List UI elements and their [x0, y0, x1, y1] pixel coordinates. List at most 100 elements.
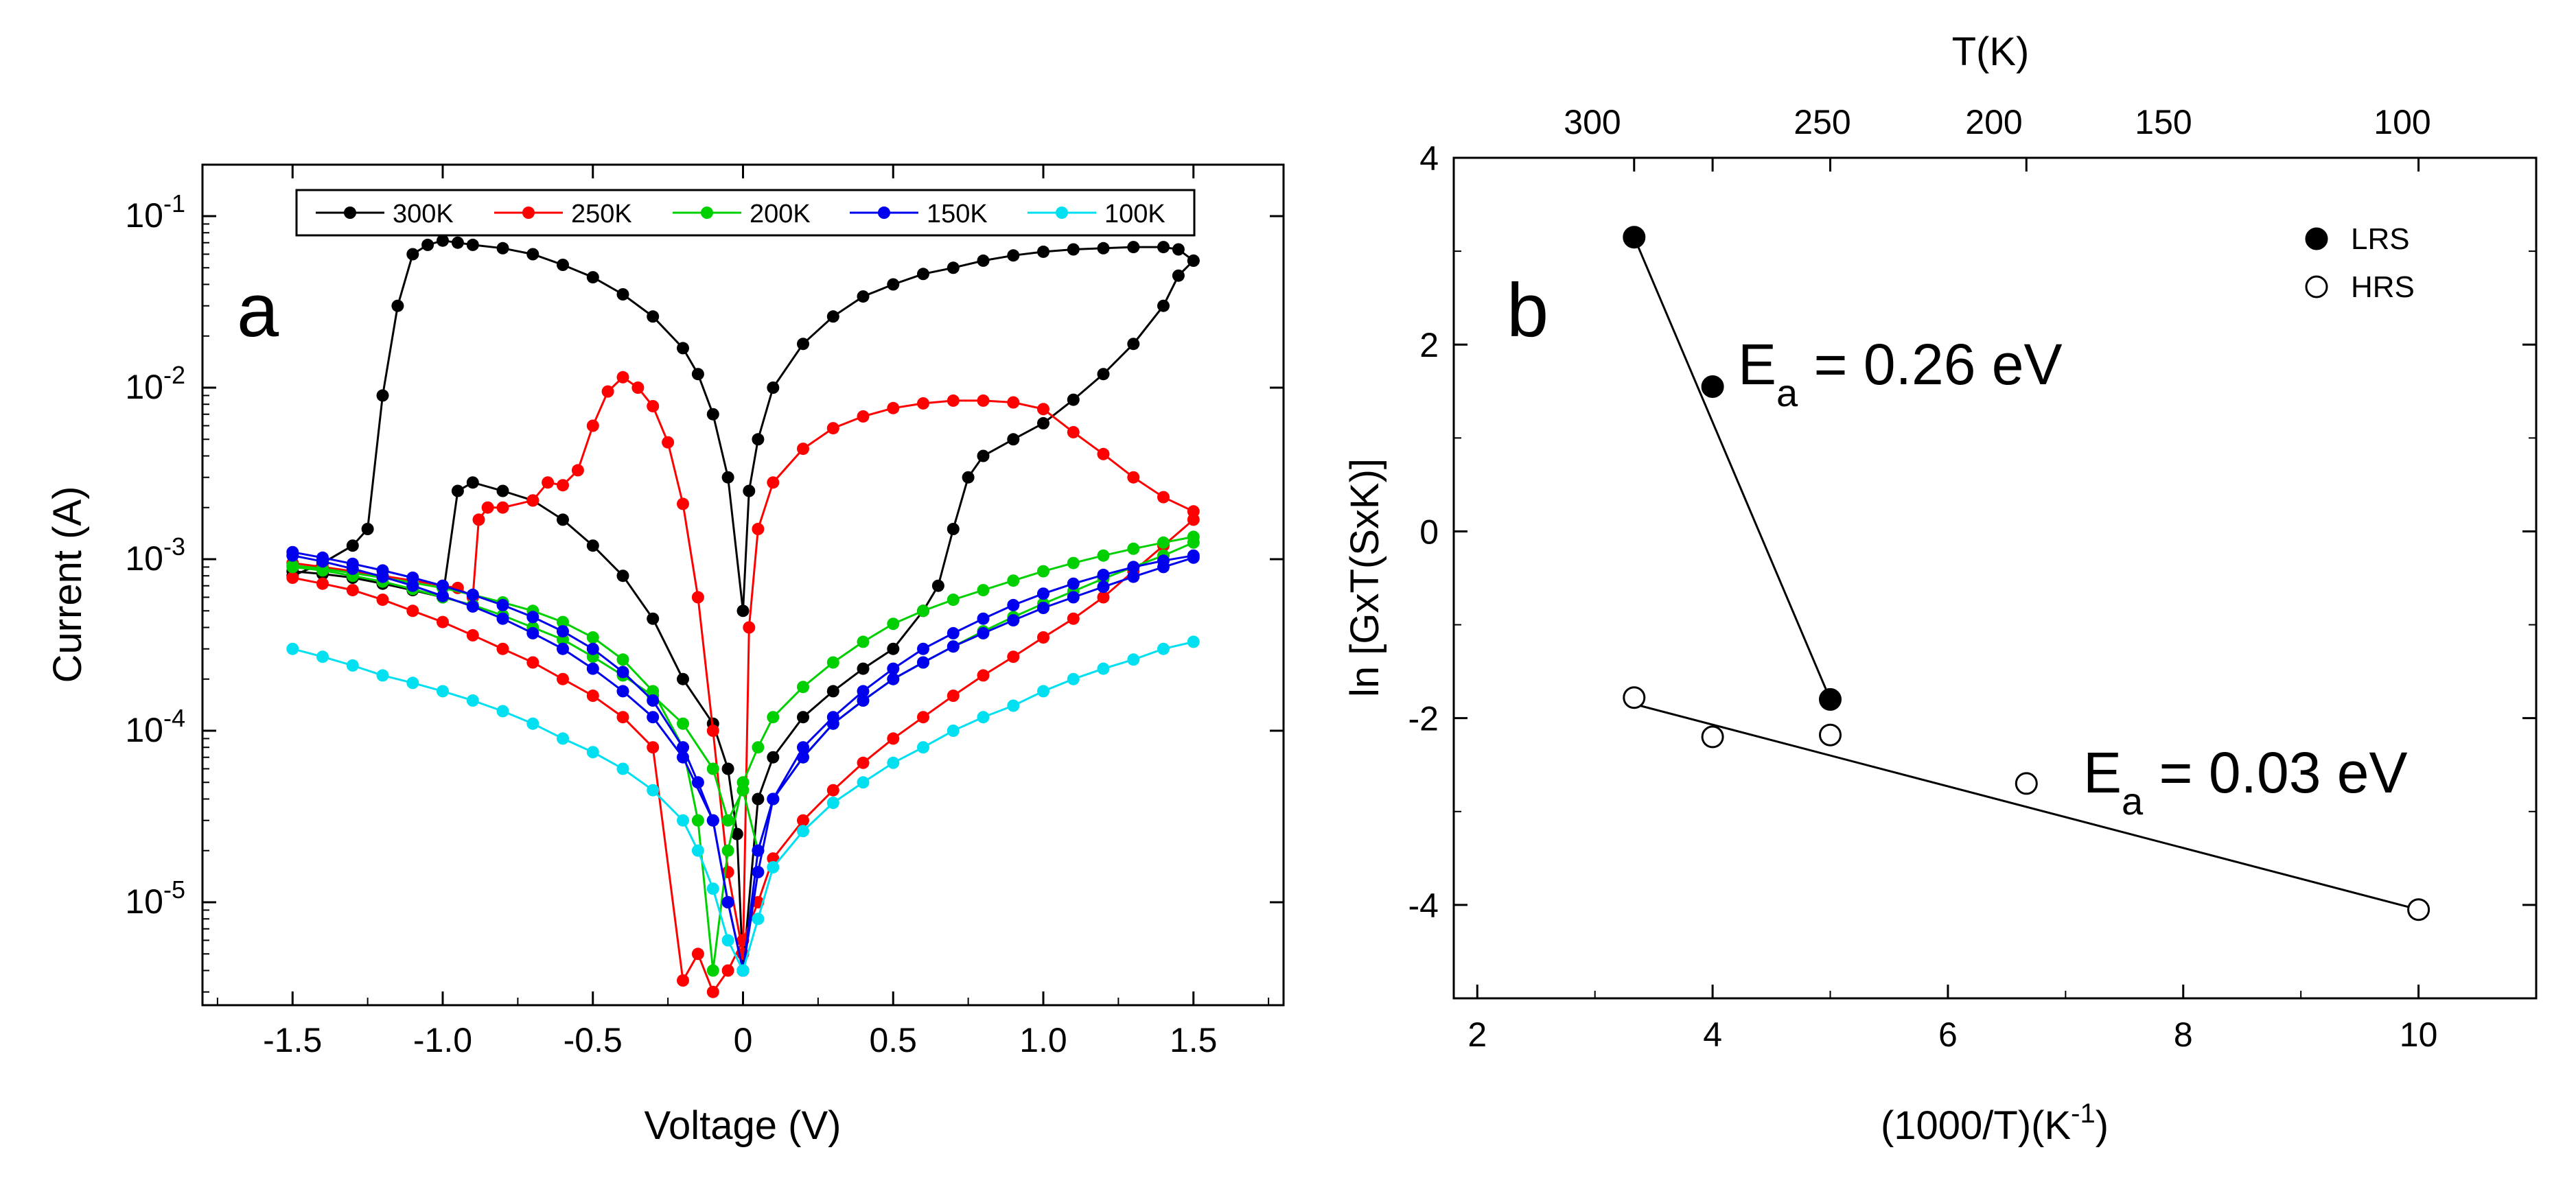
data-point-250K: [346, 584, 359, 597]
data-point-300K: [767, 381, 780, 394]
data-point-250K: [947, 690, 960, 702]
data-point-300K: [557, 513, 569, 526]
data-point-200K: [677, 717, 689, 730]
data-point-100K: [437, 685, 449, 698]
data-point-100K: [857, 776, 870, 789]
data-point-300K: [1067, 393, 1080, 406]
panel-a-x-axis-label: Voltage (V): [645, 1103, 842, 1148]
data-point-250K: [616, 711, 629, 724]
data-point-150K: [1037, 602, 1049, 614]
data-point-250K: [601, 385, 614, 398]
data-point-200K: [557, 615, 569, 628]
data-point-150K: [616, 666, 629, 679]
data-point-300K: [1157, 241, 1170, 254]
panel-b-top-axis-label: T(K): [1952, 30, 2030, 74]
data-point-250K: [857, 756, 870, 769]
data-point-250K: [496, 642, 509, 655]
data-point-150K: [1037, 587, 1049, 600]
x-tick-label: 10: [2400, 1015, 2438, 1054]
data-point-100K: [557, 732, 569, 745]
data-point-300K: [677, 342, 689, 355]
data-point-250K: [616, 371, 629, 384]
data-point-300K: [586, 271, 599, 284]
data-point-100K: [677, 814, 689, 827]
data-point-200K: [706, 964, 719, 977]
data-point-250K: [691, 591, 704, 604]
data-point-200K: [1097, 549, 1110, 562]
data-point-300K: [557, 259, 569, 271]
data-point-200K: [586, 631, 599, 644]
data-point-250K: [376, 594, 389, 607]
data-point-200K: [721, 844, 734, 857]
data-point-100K: [752, 913, 765, 926]
data-point-300K: [743, 484, 756, 497]
hrs-activation-energy: Ea = 0.03 eV: [2083, 740, 2408, 823]
data-point-300K: [947, 261, 960, 274]
data-point-HRS: [2015, 772, 2038, 795]
data-point-300K: [466, 476, 479, 489]
data-point-250K: [917, 711, 929, 724]
data-point-250K: [857, 410, 870, 423]
data-point-100K: [947, 725, 960, 737]
data-point-300K: [647, 310, 660, 323]
x-tick-label: 4: [1703, 1015, 1722, 1054]
data-point-100K: [767, 861, 780, 873]
data-point-300K: [752, 433, 765, 446]
data-point-250K: [743, 621, 756, 634]
y-tick-label: 10-1: [125, 189, 185, 235]
data-point-250K: [767, 852, 780, 865]
data-point-300K: [1037, 416, 1049, 430]
data-point-150K: [1007, 614, 1020, 627]
legend-hrs-marker: [2305, 275, 2328, 298]
legend-label-200K: 200K: [750, 200, 811, 228]
data-point-300K: [947, 523, 960, 535]
data-point-100K: [647, 784, 660, 797]
data-point-150K: [947, 626, 960, 639]
top-x-tick-label: 150: [2135, 103, 2192, 141]
data-point-150K: [1067, 577, 1080, 590]
data-point-250K: [586, 419, 599, 432]
data-point-100K: [797, 825, 809, 838]
data-point-150K: [887, 672, 900, 685]
data-point-300K: [361, 523, 374, 535]
x-tick-label: 2: [1467, 1015, 1487, 1054]
data-point-150K: [496, 598, 509, 611]
data-point-150K: [526, 626, 539, 639]
data-point-250K: [887, 401, 900, 414]
legend-lrs-marker: [2305, 227, 2328, 250]
data-point-150K: [496, 612, 509, 625]
data-point-250K: [316, 577, 329, 590]
data-point-250K: [557, 479, 569, 492]
data-point-150K: [857, 685, 870, 698]
data-point-150K: [1097, 568, 1110, 581]
data-point-250K: [797, 443, 809, 456]
x-tick-label: 1.0: [1019, 1021, 1067, 1059]
data-point-250K: [1157, 491, 1170, 504]
data-point-150K: [1187, 551, 1200, 564]
data-point-300K: [857, 662, 870, 675]
data-point-150K: [437, 579, 449, 592]
panel-a-ticks: -1.5 -1.0 -0.5 0 0.5 1.0 1.5 10-5 10-4 10-3 10-2 10…: [125, 165, 1284, 1059]
data-point-300K: [346, 539, 359, 552]
data-point-200K: [1037, 565, 1049, 578]
data-point-100K: [376, 669, 389, 682]
data-point-250K: [752, 523, 765, 535]
data-point-300K: [736, 604, 750, 618]
data-point-300K: [496, 484, 509, 497]
data-point-150K: [316, 555, 329, 568]
data-point-300K: [1067, 243, 1080, 256]
data-point-100K: [616, 762, 629, 775]
data-point-150K: [437, 589, 449, 602]
data-point-250K: [887, 732, 900, 745]
data-point-200K: [1187, 536, 1200, 549]
data-point-300K: [730, 827, 743, 841]
data-point-250K: [677, 497, 689, 510]
data-point-150K: [586, 642, 599, 655]
legend-marker-300K: [344, 207, 356, 219]
data-point-300K: [797, 711, 809, 724]
data-point-200K: [1007, 574, 1020, 587]
panel-b-ticks: 2 4 6 8 10 -4 -2 0 2 4 300 250 200 150 100: [1408, 103, 2537, 1054]
x-tick-label: 6: [1938, 1015, 1958, 1054]
data-point-250K: [631, 381, 645, 394]
data-point-150K: [752, 866, 765, 878]
